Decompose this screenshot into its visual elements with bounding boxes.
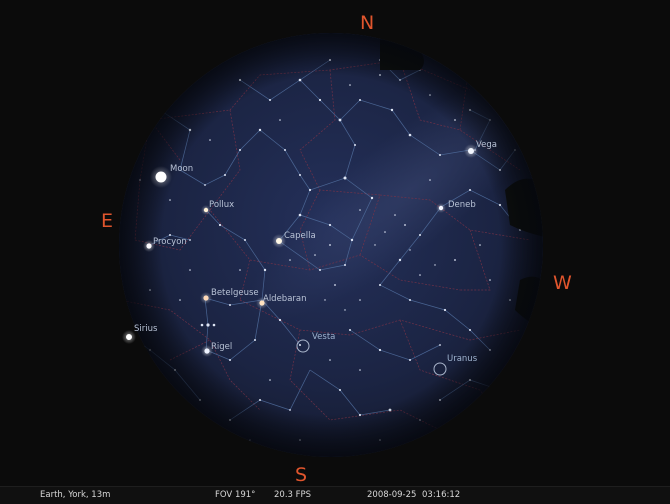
- time-readout: 03:16:12: [422, 490, 461, 500]
- procyon-star[interactable]: [146, 243, 152, 249]
- deneb-star[interactable]: [438, 205, 444, 211]
- cardinal-west: W: [553, 272, 572, 294]
- moon-marker[interactable]: [155, 171, 167, 183]
- vesta-label: Vesta: [312, 332, 335, 342]
- cardinal-north: N: [360, 12, 374, 34]
- capella-label: Capella: [284, 231, 316, 241]
- sirius-star[interactable]: [126, 334, 132, 340]
- cardinal-south: S: [295, 464, 307, 486]
- deneb-label: Deneb: [448, 200, 476, 210]
- rigel-star[interactable]: [204, 348, 210, 354]
- procyon-label: Procyon: [153, 237, 187, 247]
- vega-label: Vega: [476, 140, 497, 150]
- betelgeuse-star[interactable]: [203, 295, 209, 301]
- aldebaran-label: Aldebaran: [263, 294, 307, 304]
- object-procyon[interactable]: Procyon: [143, 237, 187, 252]
- object-moon[interactable]: Moon: [150, 164, 193, 188]
- betelgeuse-label: Betelgeuse: [211, 288, 259, 298]
- fps-readout: 20.3 FPS: [274, 490, 312, 500]
- dome-limb: [119, 33, 543, 457]
- object-rigel[interactable]: Rigel: [201, 342, 232, 357]
- uranus-marker[interactable]: [433, 362, 447, 376]
- rigel-label: Rigel: [211, 342, 232, 352]
- vega-star[interactable]: [468, 148, 474, 154]
- pollux-label: Pollux: [209, 200, 234, 210]
- object-pollux[interactable]: Pollux: [201, 200, 234, 215]
- status-bar: Earth, York, 13m FOV 191° 20.3 FPS 2008-…: [0, 486, 670, 504]
- aldebaran-star[interactable]: [259, 300, 265, 306]
- uranus-label: Uranus: [447, 354, 478, 364]
- capella-star[interactable]: [276, 238, 282, 244]
- fov-readout: FOV 191°: [215, 490, 256, 500]
- pollux-star[interactable]: [203, 207, 209, 213]
- object-sirius[interactable]: Sirius: [122, 324, 158, 344]
- object-aldebaran[interactable]: Aldebaran: [256, 294, 307, 309]
- cardinal-east: E: [101, 210, 113, 232]
- object-uranus[interactable]: Uranus: [433, 354, 478, 376]
- location-readout: Earth, York, 13m: [40, 490, 111, 500]
- object-deneb[interactable]: Deneb: [436, 200, 476, 213]
- object-capella[interactable]: Capella: [272, 231, 316, 248]
- object-betelgeuse[interactable]: Betelgeuse: [200, 288, 259, 304]
- date-readout: 2008-09-25: [367, 490, 417, 500]
- object-vesta[interactable]: Vesta: [296, 332, 335, 353]
- vesta-marker[interactable]: [296, 339, 310, 353]
- sirius-label: Sirius: [134, 324, 158, 334]
- moon-label: Moon: [170, 164, 193, 174]
- object-vega[interactable]: Vega: [464, 140, 497, 158]
